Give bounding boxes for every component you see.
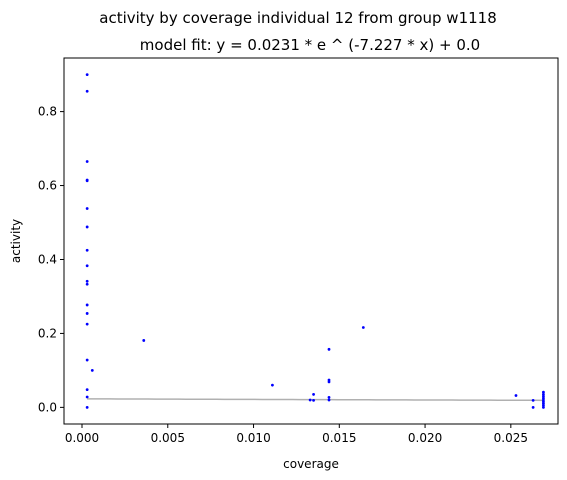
data-point xyxy=(85,225,89,229)
data-point xyxy=(327,398,331,402)
x-axis-ticks: 0.000 0.005 0.010 0.015 0.020 0.025 xyxy=(65,424,528,445)
chart-subtitle: model fit: y = 0.0231 * e ^ (-7.227 * x)… xyxy=(140,36,480,54)
data-point xyxy=(531,405,535,409)
data-point xyxy=(85,322,89,326)
data-point xyxy=(531,398,535,402)
x-tick-label: 0.015 xyxy=(322,431,356,445)
data-point xyxy=(85,89,89,93)
fit-line-layer xyxy=(87,398,544,402)
data-point xyxy=(85,405,89,409)
data-point xyxy=(85,303,89,307)
data-point xyxy=(514,394,518,397)
data-point xyxy=(542,390,545,394)
data-point xyxy=(85,160,89,163)
data-point xyxy=(85,282,89,286)
x-tick-label: 0.005 xyxy=(151,431,185,445)
data-point xyxy=(85,179,89,183)
data-point xyxy=(327,380,331,384)
data-point xyxy=(327,395,331,399)
x-tick-label: 0.000 xyxy=(65,431,99,445)
data-point xyxy=(85,395,89,399)
x-tick-label: 0.020 xyxy=(408,431,442,445)
y-tick-label: 0.4 xyxy=(38,252,57,266)
data-point xyxy=(85,358,89,362)
data-point xyxy=(142,339,146,342)
y-tick-label: 0.0 xyxy=(38,400,57,414)
data-point xyxy=(85,264,89,268)
data-point xyxy=(271,383,274,387)
y-tick-label: 0.2 xyxy=(38,326,57,340)
y-axis-label: activity xyxy=(9,219,23,263)
y-axis-ticks: 0.0 0.2 0.4 0.6 0.8 xyxy=(38,105,64,414)
data-point xyxy=(90,368,94,372)
chart-title: activity by coverage individual 12 from … xyxy=(99,9,497,27)
data-point xyxy=(85,279,89,283)
data-point xyxy=(312,393,315,396)
y-tick-label: 0.8 xyxy=(38,105,57,119)
data-point xyxy=(327,347,331,351)
y-tick-label: 0.6 xyxy=(38,179,57,193)
x-axis-label: coverage xyxy=(283,457,339,471)
data-point xyxy=(308,398,312,402)
data-point xyxy=(312,398,315,402)
data-point xyxy=(85,207,89,210)
x-tick-label: 0.010 xyxy=(236,431,270,445)
points-layer xyxy=(85,73,545,409)
data-point xyxy=(85,73,89,77)
data-point xyxy=(542,405,545,409)
data-point xyxy=(85,312,89,315)
data-point xyxy=(85,248,89,252)
plot-area-frame xyxy=(63,57,559,425)
x-tick-label: 0.025 xyxy=(494,431,528,445)
fit-line xyxy=(87,398,544,402)
data-point xyxy=(85,388,89,392)
data-point xyxy=(361,326,365,329)
